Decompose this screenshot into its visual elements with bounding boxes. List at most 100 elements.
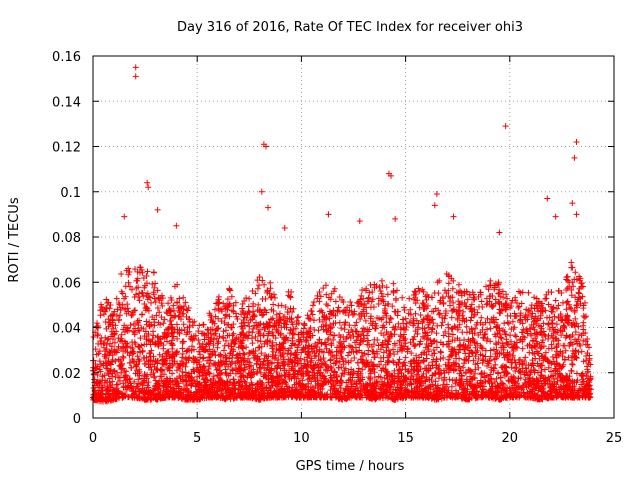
data-point [572,329,579,336]
data-point [255,301,262,308]
data-point [282,334,289,341]
data-point [132,325,139,332]
data-point [137,335,144,342]
data-point [478,371,485,378]
data-point [174,380,181,387]
data-point [286,293,293,300]
data-point [326,315,333,322]
data-point [571,322,578,329]
data-point [436,310,443,317]
data-point [265,379,272,386]
data-point [361,385,368,392]
data-point [231,395,238,402]
data-point [461,336,468,343]
data-point [361,313,368,320]
data-point [488,394,495,401]
data-point [355,365,362,372]
data-point [402,385,409,392]
data-point [343,379,350,386]
data-point [493,346,500,353]
data-point [120,326,127,333]
data-point [422,377,429,384]
data-point [387,390,394,397]
data-point [290,305,297,312]
data-point [107,302,114,309]
data-point [575,289,582,296]
data-point [318,340,325,347]
data-point [378,290,385,297]
data-point [179,338,186,345]
data-point [330,360,337,367]
data-point [433,361,440,368]
data-point [291,363,298,370]
data-point [174,281,181,288]
data-point [379,282,386,289]
data-point [456,382,463,389]
data-point [161,329,168,336]
data-point [522,365,529,372]
data-point [458,394,465,401]
data-point [503,339,510,346]
data-point [256,274,263,281]
data-point [542,354,549,361]
data-point [141,333,148,340]
data-point [125,382,132,389]
data-point [313,391,320,398]
data-point [492,333,499,340]
data-point [586,377,593,384]
data-point [513,333,520,340]
data-point [346,342,353,349]
data-point [175,364,182,371]
data-point [220,334,227,341]
data-point [169,357,176,364]
data-point [516,303,523,310]
data-point [367,313,374,320]
data-point [206,363,213,370]
data-point [435,290,442,297]
data-point [330,336,337,343]
data-point [97,368,104,375]
data-point [109,358,116,365]
data-point [530,324,537,331]
data-point [572,294,579,301]
data-point [572,323,579,330]
data-point [123,310,130,317]
data-point [327,310,334,317]
data-point [554,389,561,396]
data-point [541,377,548,384]
data-point [578,348,585,355]
data-point [199,372,206,379]
data-point [520,326,527,333]
data-point [257,383,264,390]
data-point [358,292,365,299]
data-point [136,368,143,375]
data-point [495,279,502,286]
data-point [246,370,253,377]
data-point [258,350,265,357]
data-point [382,366,389,373]
data-point [569,341,576,348]
data-point [264,321,271,328]
data-point [269,339,276,346]
data-point [583,353,590,360]
data-point [568,264,575,271]
data-point [408,363,415,370]
data-point [230,389,237,396]
data-point [125,271,132,278]
data-point [386,358,393,365]
data-point [103,304,110,311]
data-point [391,325,398,332]
data-point [254,285,261,292]
data-point [104,385,111,392]
data-point [386,384,393,391]
data-point [154,305,161,312]
data-point [442,310,449,317]
data-point [111,339,118,346]
data-point [482,353,489,360]
data-point [318,307,325,314]
data-point [96,394,103,401]
data-point [328,324,335,331]
data-point [390,280,397,287]
data-point [128,286,135,293]
data-point [151,284,158,291]
